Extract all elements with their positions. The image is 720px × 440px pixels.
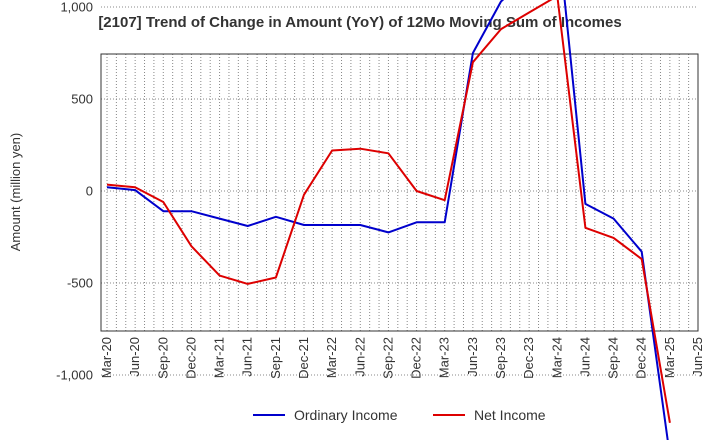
legend-label-ordinary-income: Ordinary Income	[294, 407, 398, 423]
x-tick-label: Sep-23	[493, 337, 508, 379]
x-tick-label: Mar-20	[99, 337, 114, 378]
x-tick-label: Dec-23	[521, 337, 536, 379]
x-tick-label: Dec-21	[296, 337, 311, 379]
x-tick-label: Sep-20	[155, 337, 170, 379]
x-tick-label: Jun-22	[352, 337, 367, 377]
legend: Ordinary Income Net Income	[253, 407, 546, 423]
y-tick-label: -1,000	[56, 368, 93, 383]
y-axis-label: Amount (million yen)	[8, 133, 23, 252]
x-tick-label: Dec-22	[409, 337, 424, 379]
legend-label-net-income: Net Income	[474, 407, 546, 423]
x-tick-label: Sep-21	[268, 337, 283, 379]
x-axis-ticks: Mar-20 Jun-20 Sep-20 Dec-20 Mar-21 Jun-21 Sep-…	[99, 337, 705, 379]
x-tick-label: Jun-20	[127, 337, 142, 377]
grid	[101, 6, 699, 376]
x-tick-label: Jun-21	[240, 337, 255, 377]
x-tick-label: Jun-23	[465, 337, 480, 377]
y-tick-label: 1,000	[60, 0, 93, 15]
y-tick-label: 0	[86, 184, 93, 199]
x-tick-label: Sep-22	[380, 337, 395, 379]
x-tick-label: Dec-24	[634, 337, 649, 379]
y-tick-label: -500	[67, 276, 93, 291]
x-tick-label: Jun-24	[577, 337, 592, 377]
x-tick-label: Mar-25	[662, 337, 677, 378]
x-tick-label: Mar-21	[212, 337, 227, 378]
x-tick-label: Mar-22	[324, 337, 339, 378]
series-lines	[106, 0, 671, 440]
plot-frame	[100, 53, 699, 332]
x-tick-label: Dec-20	[183, 337, 198, 379]
x-tick-label: Mar-24	[549, 337, 564, 378]
x-tick-label: Mar-23	[437, 337, 452, 378]
x-tick-label: Sep-24	[606, 337, 621, 379]
y-tick-label: 500	[71, 92, 93, 107]
x-tick-label: Jun-25	[690, 337, 705, 377]
